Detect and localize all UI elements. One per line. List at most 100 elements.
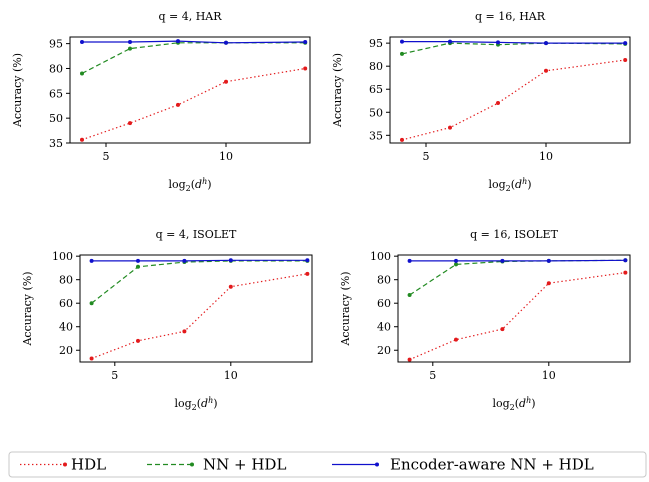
data-point <box>176 102 180 107</box>
y-tick-label: 50 <box>369 106 383 119</box>
data-point <box>623 258 628 263</box>
legend-label: NN + HDL <box>203 456 286 474</box>
data-point <box>400 137 404 142</box>
data-point <box>500 327 505 332</box>
subplot-1: q = 4, HAR 35 50 65 80 95 5 10 log2(dh) Accuracy … <box>11 10 311 193</box>
legend-box <box>8 451 647 478</box>
y-axis-label: Accuracy (%) <box>331 53 344 128</box>
x-tick-label: 5 <box>429 369 436 382</box>
data-point <box>305 258 310 263</box>
data-point <box>448 125 452 130</box>
data-point <box>496 40 500 45</box>
series-line-hdl <box>91 273 308 360</box>
x-tick-label: 5 <box>103 150 110 163</box>
data-point <box>128 46 132 51</box>
data-point <box>182 329 187 334</box>
legend-marker <box>63 462 67 467</box>
data-point <box>136 338 140 343</box>
y-tick-label: 35 <box>49 137 63 150</box>
legend-marker <box>190 462 194 467</box>
series-line-nn-hdl <box>401 42 626 55</box>
data-point <box>500 258 505 263</box>
data-point <box>303 66 308 71</box>
data-point <box>400 51 404 56</box>
x-axis-label: log2(dh) <box>168 177 211 193</box>
series-line-hdl <box>401 59 626 141</box>
data-point <box>454 258 458 263</box>
data-point <box>407 258 412 263</box>
data-point <box>454 262 458 267</box>
y-tick-label: 60 <box>377 297 391 310</box>
data-point <box>546 258 551 263</box>
data-point <box>80 39 84 44</box>
data-point <box>224 79 228 84</box>
data-point <box>407 292 412 297</box>
data-point <box>544 68 548 73</box>
x-tick-label: 10 <box>224 369 238 382</box>
data-point <box>303 39 308 44</box>
y-tick-label: 95 <box>369 37 383 50</box>
series-line-hdl <box>81 67 306 141</box>
series-line-encoder-aware-nn-hdl <box>91 259 308 262</box>
data-point <box>136 258 140 263</box>
y-tick-label: 80 <box>59 274 73 287</box>
y-tick-label: 80 <box>49 62 63 75</box>
y-tick-label: 100 <box>52 250 73 263</box>
y-tick-label: 80 <box>377 274 391 287</box>
plot-frame <box>397 254 631 363</box>
data-point <box>400 39 404 44</box>
y-tick-label: 65 <box>369 83 383 96</box>
subplot-3: q = 4, ISOLET 20 40 60 80 100 5 10 log2(dh) Accur… <box>21 228 313 412</box>
data-point <box>496 101 500 106</box>
plot-frame <box>79 254 313 363</box>
y-tick-label: 40 <box>59 321 73 334</box>
y-tick-label: 60 <box>59 297 73 310</box>
series-line-encoder-aware-nn-hdl <box>402 40 626 44</box>
data-point <box>305 271 310 276</box>
plot-frame <box>389 36 631 144</box>
x-tick-label: 10 <box>539 150 553 163</box>
y-tick-label: 50 <box>49 112 63 125</box>
data-point <box>228 284 233 289</box>
y-tick-label: 20 <box>377 344 391 357</box>
data-point <box>454 337 458 342</box>
x-axis-label: log2(dh) <box>174 396 217 412</box>
data-point <box>128 121 132 126</box>
x-axis-label: log2(dh) <box>488 177 531 193</box>
subplot-4: q = 16, ISOLET 20 40 60 80 100 5 10 log2(dh) Accu… <box>339 228 631 412</box>
legend-label: HDL <box>71 456 106 474</box>
y-tick-label: 65 <box>49 87 63 100</box>
data-point <box>136 264 140 269</box>
data-point <box>407 357 412 362</box>
data-point <box>89 356 94 361</box>
subplot-title: q = 16, ISOLET <box>470 228 558 241</box>
data-point <box>623 41 628 46</box>
legend-marker <box>375 462 379 467</box>
subplot-title: q = 16, HAR <box>475 10 546 23</box>
series-line-encoder-aware-nn-hdl <box>409 259 626 262</box>
x-tick-label: 10 <box>219 150 233 163</box>
y-axis-label: Accuracy (%) <box>339 271 352 346</box>
series-line-encoder-aware-nn-hdl <box>82 40 306 44</box>
data-point <box>176 39 180 44</box>
data-point <box>80 137 84 142</box>
y-tick-label: 40 <box>377 321 391 334</box>
data-point <box>623 58 628 63</box>
data-point <box>80 71 84 76</box>
y-tick-label: 20 <box>59 344 73 357</box>
y-axis-label: Accuracy (%) <box>21 271 34 346</box>
data-point <box>128 39 132 44</box>
data-point <box>228 258 233 263</box>
y-tick-label: 100 <box>370 250 391 263</box>
data-point <box>546 281 551 286</box>
legend-label: Encoder-aware NN + HDL <box>390 456 594 474</box>
x-tick-label: 5 <box>111 369 118 382</box>
y-tick-label: 35 <box>369 129 383 142</box>
data-point <box>448 39 452 44</box>
data-point <box>182 258 187 263</box>
y-tick-label: 95 <box>49 38 63 51</box>
plot-frame <box>69 36 311 144</box>
y-tick-label: 80 <box>369 60 383 73</box>
